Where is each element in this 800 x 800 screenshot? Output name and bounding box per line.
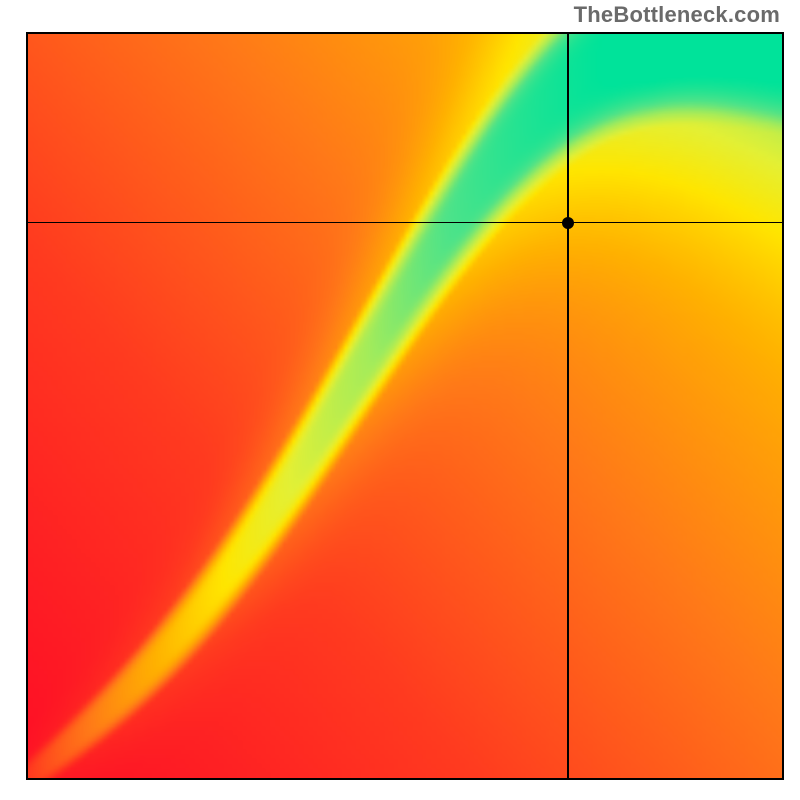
chart-container: TheBottleneck.com	[0, 0, 800, 800]
crosshair-vertical	[567, 32, 568, 780]
crosshair-marker	[562, 217, 574, 229]
watermark-label: TheBottleneck.com	[574, 2, 780, 28]
crosshair-horizontal	[26, 222, 784, 223]
plot-border	[26, 32, 784, 780]
